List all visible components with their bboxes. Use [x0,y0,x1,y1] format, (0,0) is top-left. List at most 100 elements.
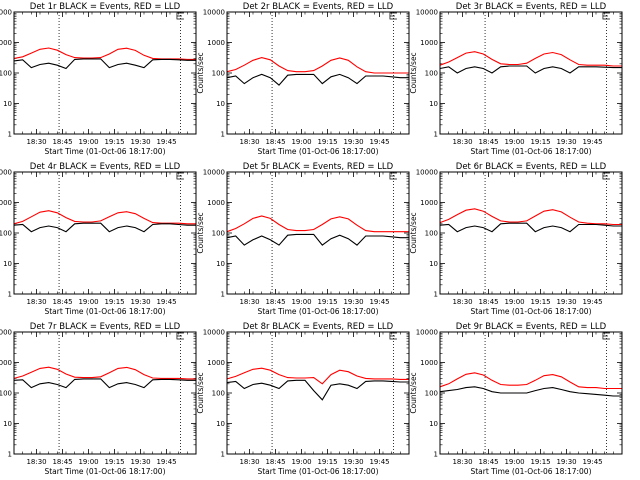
chart-panel-6: Det 6r BLACK = Events, RED = LLD Counts/s… [409,162,623,316]
x-tick-label: 18:45 [478,298,498,306]
x-tick-label: 19:15 [317,298,337,306]
y-tick-label: 100 [212,70,225,78]
x-tick-label: 19:45 [156,138,176,146]
y-tick-label: 1 [434,131,438,139]
x-tick-label: 19:45 [369,138,389,146]
x-tick-label: 19:00 [504,458,524,466]
y-tick-label: 1000 [420,359,438,367]
x-tick-label: 19:00 [504,138,524,146]
corner-marker-icon [389,12,397,20]
x-tick-label: 19:15 [530,138,550,146]
x-axis-label: Start Time (01-Oct-06 18:17:00) [44,467,165,476]
x-tick-label: 19:00 [78,138,98,146]
y-tick-label: 100 [0,390,12,398]
x-tick-label: 19:30 [556,458,576,466]
x-tick-label: 18:30 [26,298,46,306]
plot-frame [226,331,410,455]
series-lld-line [439,51,622,67]
y-axis-label: Counts/sec [196,372,205,413]
y-tick-label: 10000 [203,169,225,177]
corner-marker-icon [176,12,184,20]
x-tick-label: 19:30 [343,458,363,466]
y-tick-label: 1 [8,131,12,139]
chart-title: Det 1r BLACK = Events, RED = LLD [30,2,181,12]
series-events-line [439,386,622,397]
y-tick-label: 10000 [416,329,438,337]
x-tick-label: 19:45 [369,298,389,306]
y-tick-label: 10 [3,260,12,268]
y-tick-label: 10000 [0,329,12,337]
y-tick-label: 1 [434,291,438,299]
x-axis-label: Start Time (01-Oct-06 18:17:00) [257,147,378,156]
y-tick-label: 1 [221,451,225,459]
y-tick-label: 1000 [207,359,225,367]
x-tick-label: 19:30 [130,458,150,466]
x-tick-label: 18:45 [52,138,72,146]
y-tick-label: 10000 [203,329,225,337]
y-tick-label: 10000 [203,9,225,17]
y-tick-label: 1000 [0,39,12,47]
x-tick-label: 19:45 [582,298,602,306]
corner-marker-icon [176,332,184,340]
x-axis-label: Start Time (01-Oct-06 18:17:00) [470,467,591,476]
plot-frame [226,11,410,135]
series-lld-line [13,47,196,60]
x-tick-label: 19:30 [343,138,363,146]
series-events-line [13,222,196,233]
x-tick-label: 18:45 [265,298,285,306]
plot-frame [439,171,623,295]
x-axis-label: Start Time (01-Oct-06 18:17:00) [44,307,165,316]
series-lld-line [439,372,622,390]
plot-frame [439,331,623,455]
y-tick-label: 100 [0,70,12,78]
x-tick-label: 18:30 [452,458,472,466]
chart-panel-2: Det 2r BLACK = Events, RED = LLD Counts/s… [196,2,410,156]
corner-marker-icon [176,172,184,180]
chart-title: Det 7r BLACK = Events, RED = LLD [30,322,181,332]
y-tick-label: 100 [0,230,12,238]
x-tick-label: 19:00 [78,298,98,306]
y-tick-label: 1000 [420,199,438,207]
y-tick-label: 10 [429,100,438,108]
plot-frame [439,11,623,135]
x-tick-label: 18:30 [239,458,259,466]
series-events-line [226,233,409,246]
y-tick-label: 1 [221,291,225,299]
y-tick-label: 10 [216,420,225,428]
y-tick-label: 1000 [0,199,12,207]
series-lld-line [226,215,409,233]
chart-title: Det 6r BLACK = Events, RED = LLD [456,162,607,172]
x-tick-label: 19:45 [582,138,602,146]
series-events-line [226,379,409,401]
y-tick-label: 10000 [416,169,438,177]
x-tick-label: 18:45 [478,458,498,466]
x-tick-label: 19:15 [104,458,124,466]
series-lld-line [226,367,409,385]
y-tick-label: 1 [8,291,12,299]
chart-panel-9: Det 9r BLACK = Events, RED = LLD Counts/s… [409,322,623,476]
x-tick-label: 19:15 [104,298,124,306]
y-tick-label: 1 [8,451,12,459]
x-tick-label: 18:45 [52,298,72,306]
x-tick-label: 19:45 [369,458,389,466]
x-tick-label: 19:30 [556,138,576,146]
x-tick-label: 18:30 [452,138,472,146]
x-tick-label: 18:30 [26,458,46,466]
x-tick-label: 19:15 [317,138,337,146]
y-axis-label: Counts/sec [409,372,418,413]
y-tick-label: 1000 [207,199,225,207]
series-events-line [13,378,196,389]
y-tick-label: 10 [3,100,12,108]
chart-panel-5: Det 5r BLACK = Events, RED = LLD Counts/s… [196,162,410,316]
corner-marker-icon [389,172,397,180]
x-tick-label: 19:00 [291,138,311,146]
x-tick-label: 18:30 [26,138,46,146]
corner-marker-icon [602,172,610,180]
x-tick-label: 19:30 [343,298,363,306]
x-tick-label: 18:45 [265,458,285,466]
y-tick-label: 10000 [416,9,438,17]
y-axis-label: Counts/sec [196,212,205,253]
x-tick-label: 19:45 [156,298,176,306]
corner-marker-icon [602,332,610,340]
